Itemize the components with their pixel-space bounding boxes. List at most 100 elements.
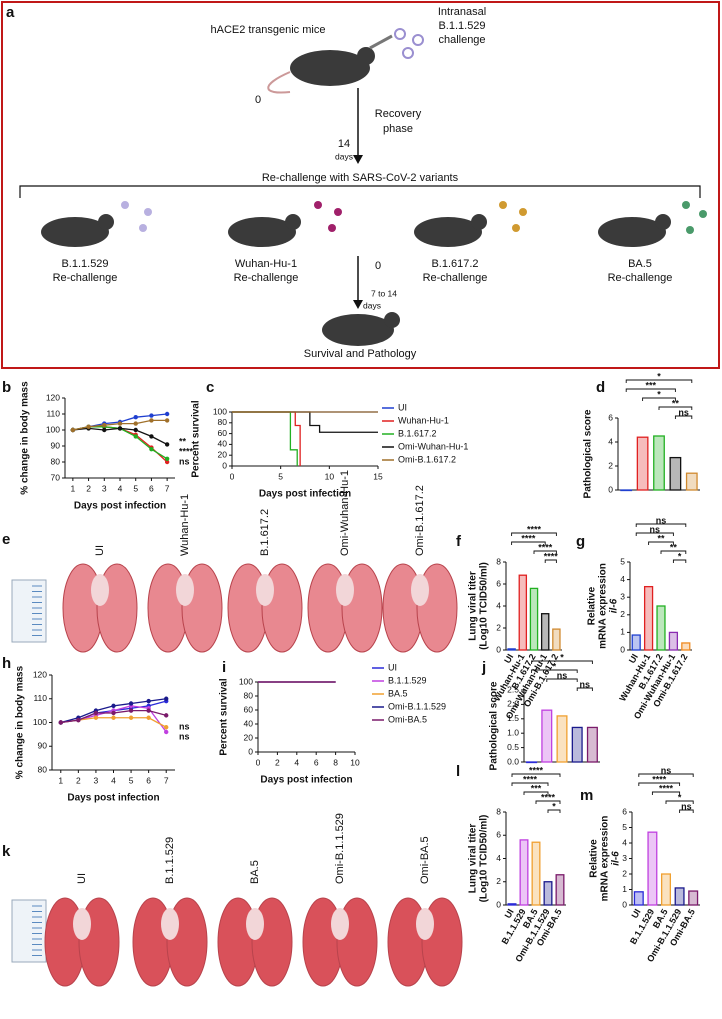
panel-label: c (206, 379, 214, 396)
y-tick-label: 5 (622, 822, 627, 832)
data-point (149, 434, 154, 439)
y-tick-label: 80 (51, 456, 61, 466)
panel-label: k (2, 843, 11, 860)
y-tick-label: 2 (608, 460, 613, 470)
y-tick-label: 80 (244, 690, 254, 700)
data-point (102, 423, 107, 428)
group-label: B.1.617.2 (431, 258, 478, 270)
y-tick-label: 4 (622, 837, 627, 847)
ruler (11, 899, 47, 963)
data-point (58, 720, 63, 725)
trachea (246, 908, 264, 940)
day-label: 14 (338, 138, 350, 150)
legend-label: Omi-BA.5 (388, 714, 427, 724)
bar (669, 456, 682, 491)
significance-bracket (531, 660, 593, 664)
x-tick-label: 4 (294, 757, 299, 767)
group-label: Re-challenge (423, 272, 488, 284)
data-point (133, 415, 138, 420)
data-point (86, 424, 91, 429)
x-axis-title: Days post infection (260, 775, 352, 786)
arrow-head (353, 155, 363, 164)
y-tick-label: 100 (46, 424, 60, 434)
y-tick-label: 0.0 (507, 756, 519, 766)
x-tick-label: 7 (164, 775, 169, 785)
y-tick-label: 20 (218, 449, 228, 459)
group-label: BA.5 (628, 258, 652, 270)
photo-caption: Omi-B.1.617.2 (414, 485, 426, 556)
y-tick-label: 6 (496, 578, 501, 588)
y-tick-label: 2 (496, 876, 501, 886)
y-axis-title: Lung viral titer (468, 571, 479, 641)
data-point (146, 708, 151, 713)
significance: *** (646, 380, 657, 390)
y-tick-label: 1 (620, 627, 625, 637)
y-axis-title: Pathological score (489, 681, 500, 770)
significance-bracket (635, 532, 674, 536)
bar (507, 648, 516, 651)
photo-caption: B.1.1.529 (164, 837, 176, 884)
x-tick-label: 3 (102, 483, 107, 493)
significance-bracket (531, 669, 578, 673)
trachea (176, 574, 194, 606)
x-tick-label: 8 (333, 757, 338, 767)
data-point (117, 421, 123, 426)
y-tick-label: 6 (496, 830, 501, 840)
panel-label: a (6, 4, 15, 21)
x-tick-label: 15 (373, 471, 383, 481)
y-tick-label: 3 (622, 853, 627, 863)
trachea (73, 908, 91, 940)
y-axis-title: il-6 (609, 598, 620, 613)
y-tick-label: 0 (620, 644, 625, 654)
challenge-text: Intranasal (438, 6, 486, 18)
x-tick-label: 5 (133, 483, 138, 493)
x-tick-label: 0 (230, 471, 235, 481)
panel-label: h (2, 655, 11, 672)
bar (540, 613, 550, 651)
significance: * (678, 551, 682, 561)
significance: ** (672, 398, 680, 408)
bar (526, 761, 538, 764)
x-tick-label: 0 (256, 757, 261, 767)
x-tick-label: 4 (111, 775, 116, 785)
significance: **** (179, 446, 194, 456)
bar (519, 839, 529, 906)
arrow-head (353, 300, 363, 309)
panel-label: i (222, 659, 226, 676)
significance: ns (557, 670, 568, 680)
y-tick-label: 60 (218, 428, 228, 438)
y-tick-label: 1.5 (507, 713, 519, 723)
significance-bracket (638, 782, 681, 786)
data-point (146, 715, 151, 720)
legend-label: UI (398, 402, 407, 412)
group-label: Re-challenge (608, 272, 673, 284)
significance-bracket (635, 523, 687, 527)
group-label: Wuhan-Hu-1 (235, 258, 297, 270)
data-point (128, 708, 134, 713)
significance: * (553, 661, 557, 671)
y-tick-label: 1.0 (507, 727, 519, 737)
x-tick-label: UI (627, 652, 640, 665)
y-tick-label: 70 (51, 472, 61, 482)
significance-bracket (660, 550, 687, 554)
significance-bracket (651, 791, 681, 795)
y-tick-label: 80 (218, 417, 228, 427)
x-tick-label: 2 (275, 757, 280, 767)
panel-label: l (456, 763, 460, 780)
significance-bracket (547, 809, 561, 813)
significance: **** (521, 533, 536, 543)
significance: * (552, 801, 556, 811)
bar (555, 874, 565, 906)
photo-caption: Wuhan-Hu-1 (179, 494, 191, 556)
data-point (164, 713, 169, 718)
data-point (76, 717, 81, 723)
significance-bracket (642, 397, 676, 401)
y-tick-label: 2 (496, 622, 501, 632)
x-tick-label: UI (629, 907, 642, 920)
y-axis-title: mRNA expression (598, 563, 609, 649)
trachea (336, 574, 354, 606)
y-tick-label: 6 (622, 806, 627, 816)
significance: ** (179, 436, 187, 446)
x-tick-label: 6 (146, 775, 151, 785)
x-tick-label: 7 (165, 483, 170, 493)
